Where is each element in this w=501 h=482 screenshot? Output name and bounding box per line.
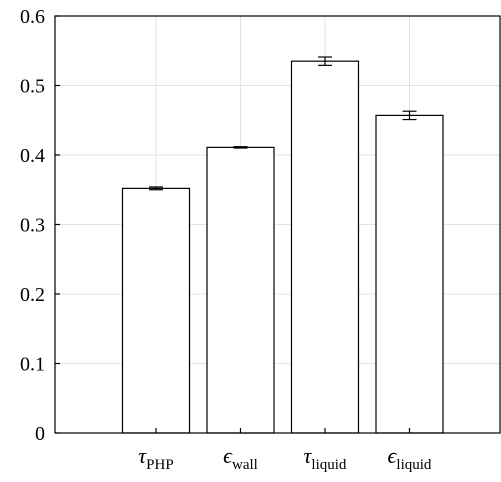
y-tick-label: 0.2 xyxy=(20,284,45,306)
y-tick-label: 0.5 xyxy=(20,76,45,98)
bar-liquid xyxy=(290,60,360,434)
x-tick-label-liquid: τliquid xyxy=(304,443,347,473)
y-tick-label: 0.1 xyxy=(20,354,45,376)
error-bar-php xyxy=(149,186,163,191)
x-tick-label-liquid: ϵliquid xyxy=(388,443,432,473)
y-tick-label: 0.6 xyxy=(20,6,45,28)
bar-php xyxy=(121,187,191,434)
error-bar-liquid xyxy=(318,56,332,66)
bar-liquid xyxy=(375,114,444,434)
bars xyxy=(121,60,444,434)
error-bar-liquid xyxy=(402,110,417,121)
y-tick-label: 0.3 xyxy=(20,215,45,237)
y-tick-label: 0.4 xyxy=(20,145,45,167)
error-bar-wall xyxy=(233,146,248,149)
y-tick-label: 0 xyxy=(35,423,45,445)
x-tick-label-wall: ϵwall xyxy=(223,443,258,473)
y-axis: 0 0.1 0.2 0.3 0.4 0.5 0.6 xyxy=(20,6,60,445)
error-bars xyxy=(149,56,417,191)
x-tick-label-php: τPHP xyxy=(138,443,173,473)
bar-wall xyxy=(206,146,275,434)
x-axis: τPHP ϵwall τliquid ϵliquid xyxy=(138,428,432,473)
